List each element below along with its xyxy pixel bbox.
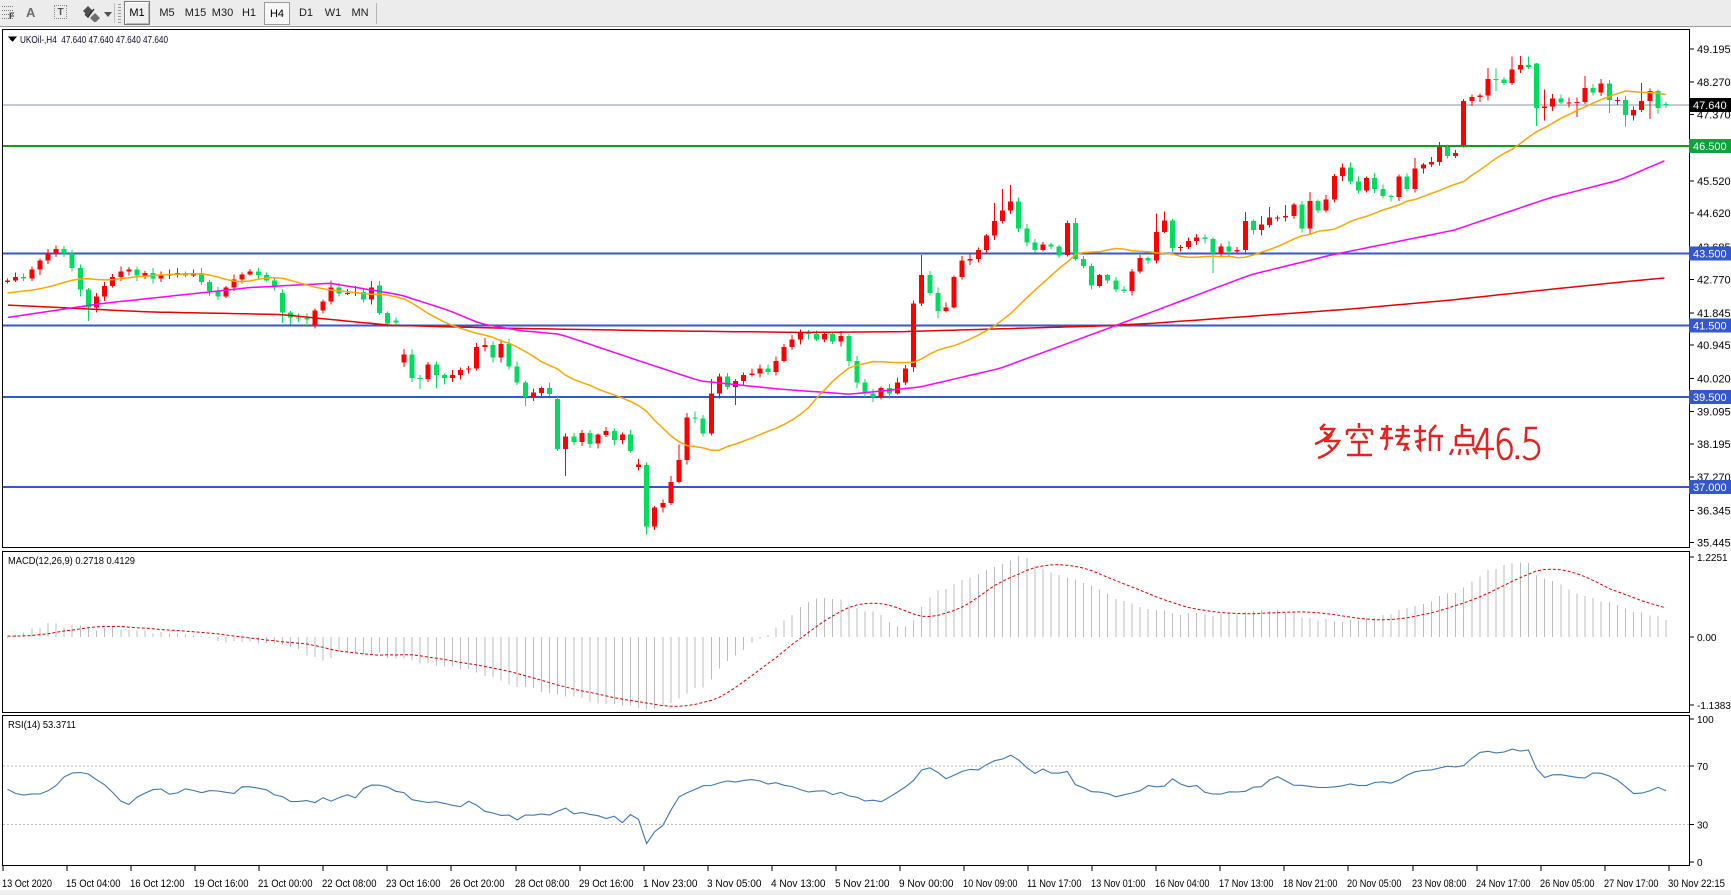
svg-text:21 Oct 00:00: 21 Oct 00:00 [258,878,313,890]
svg-text:47.370: 47.370 [1697,110,1731,122]
svg-text:1 Nov 23:00: 1 Nov 23:00 [643,878,698,890]
svg-text:11 Nov 17:00: 11 Nov 17:00 [1027,878,1082,890]
svg-text:41.500: 41.500 [1693,320,1727,332]
svg-text:23 Nov 08:00: 23 Nov 08:00 [1412,878,1467,890]
svg-text:70: 70 [1697,762,1709,773]
svg-text:UKOil-,H4 47.640 47.640 47.64: UKOil-,H4 47.640 47.640 47.640 47.640 [20,35,168,46]
svg-text:5 Nov 21:00: 5 Nov 21:00 [835,878,890,890]
svg-text:49.195: 49.195 [1697,44,1731,56]
svg-text:28 Oct 08:00: 28 Oct 08:00 [515,878,570,890]
svg-text:40.945: 40.945 [1697,340,1731,352]
svg-text:15 Oct 04:00: 15 Oct 04:00 [66,878,121,890]
svg-text:-1.1383: -1.1383 [1697,701,1731,712]
svg-text:16 Oct 12:00: 16 Oct 12:00 [130,878,185,890]
svg-text:13 Oct 2020: 13 Oct 2020 [2,878,52,890]
svg-text:22 Oct 08:00: 22 Oct 08:00 [322,878,377,890]
svg-text:9 Nov 00:00: 9 Nov 00:00 [899,878,954,890]
svg-text:18 Nov 21:00: 18 Nov 21:00 [1283,878,1338,890]
svg-text:24 Nov 17:00: 24 Nov 17:00 [1476,878,1531,890]
svg-text:0: 0 [1697,858,1703,869]
svg-text:100: 100 [1697,715,1714,726]
svg-text:17 Nov 13:00: 17 Nov 13:00 [1219,878,1274,890]
svg-text:0.00: 0.00 [1697,633,1717,644]
svg-text:39.500: 39.500 [1693,392,1727,404]
svg-text:46.500: 46.500 [1693,141,1727,153]
svg-text:16 Nov 04:00: 16 Nov 04:00 [1155,878,1210,890]
svg-text:35.445: 35.445 [1697,538,1731,550]
svg-text:39.095: 39.095 [1697,407,1731,419]
svg-text:20 Nov 05:00: 20 Nov 05:00 [1347,878,1402,890]
svg-text:1.2251: 1.2251 [1697,553,1728,564]
svg-text:30 Nov 22:15: 30 Nov 22:15 [1668,878,1725,890]
svg-text:27 Nov 17:00: 27 Nov 17:00 [1604,878,1659,890]
svg-text:40.020: 40.020 [1697,373,1731,385]
svg-text:38.195: 38.195 [1697,439,1731,451]
svg-text:3 Nov 05:00: 3 Nov 05:00 [707,878,762,890]
svg-text:36.345: 36.345 [1697,505,1731,517]
svg-text:4 Nov 13:00: 4 Nov 13:00 [771,878,826,890]
svg-text:47.640: 47.640 [1693,100,1727,112]
svg-text:43.500: 43.500 [1693,249,1727,261]
svg-text:19 Oct 16:00: 19 Oct 16:00 [194,878,249,890]
svg-text:37.000: 37.000 [1693,482,1727,494]
svg-text:13 Nov 01:00: 13 Nov 01:00 [1091,878,1146,890]
svg-text:26 Nov 05:00: 26 Nov 05:00 [1540,878,1595,890]
svg-text:30: 30 [1697,820,1709,831]
svg-text:MACD(12,26,9) 0.2718 0.4129: MACD(12,26,9) 0.2718 0.4129 [8,556,135,567]
svg-text:41.845: 41.845 [1697,308,1731,320]
svg-text:10 Nov 09:00: 10 Nov 09:00 [963,878,1018,890]
svg-text:48.270: 48.270 [1697,77,1731,89]
svg-text:44.620: 44.620 [1697,208,1731,220]
svg-text:29 Oct 16:00: 29 Oct 16:00 [579,878,634,890]
svg-text:45.520: 45.520 [1697,176,1731,188]
svg-text:RSI(14) 53.3711: RSI(14) 53.3711 [8,720,76,731]
svg-text:42.770: 42.770 [1697,275,1731,287]
svg-text:26 Oct 20:00: 26 Oct 20:00 [450,878,505,890]
svg-text:23 Oct 16:00: 23 Oct 16:00 [386,878,441,890]
